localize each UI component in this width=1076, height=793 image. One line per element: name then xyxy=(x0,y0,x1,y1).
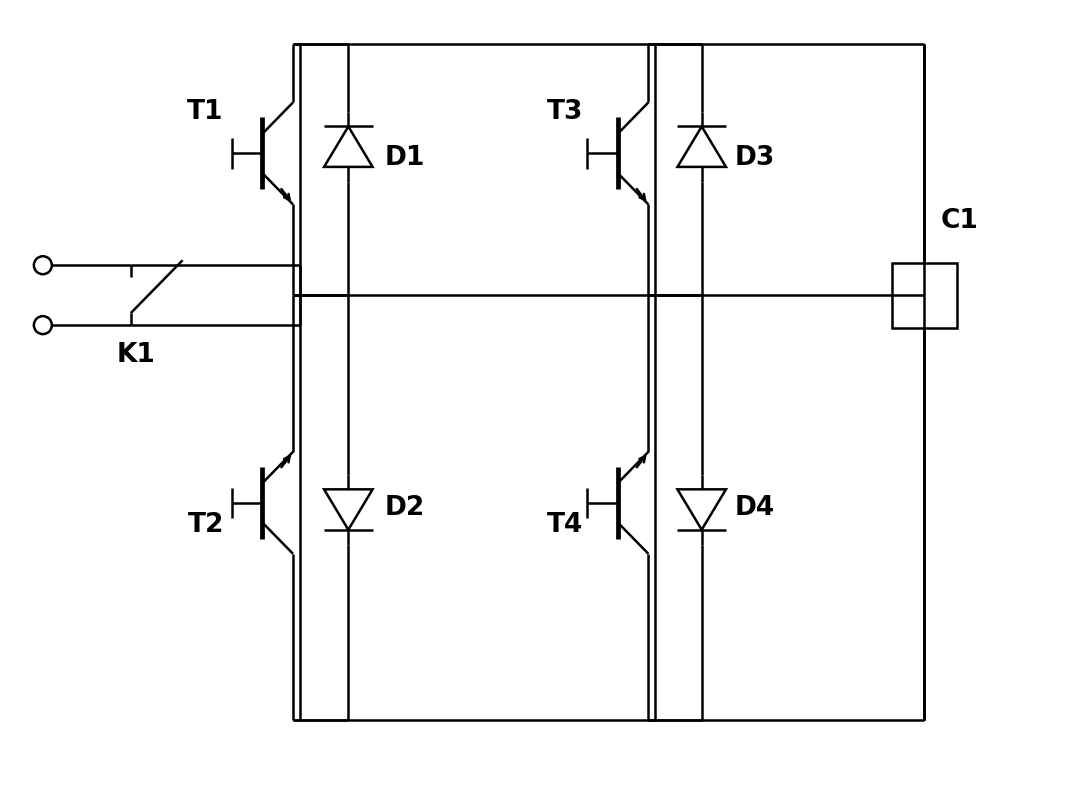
Text: T3: T3 xyxy=(547,98,583,125)
Text: T1: T1 xyxy=(187,98,224,125)
Bar xyxy=(892,263,957,328)
Text: T2: T2 xyxy=(187,511,224,538)
Text: T4: T4 xyxy=(547,511,583,538)
Text: D4: D4 xyxy=(735,495,775,521)
Text: D1: D1 xyxy=(385,145,425,171)
Text: D3: D3 xyxy=(735,145,775,171)
Text: K1: K1 xyxy=(116,342,155,368)
Text: D2: D2 xyxy=(385,495,425,521)
Text: C1: C1 xyxy=(940,209,978,234)
